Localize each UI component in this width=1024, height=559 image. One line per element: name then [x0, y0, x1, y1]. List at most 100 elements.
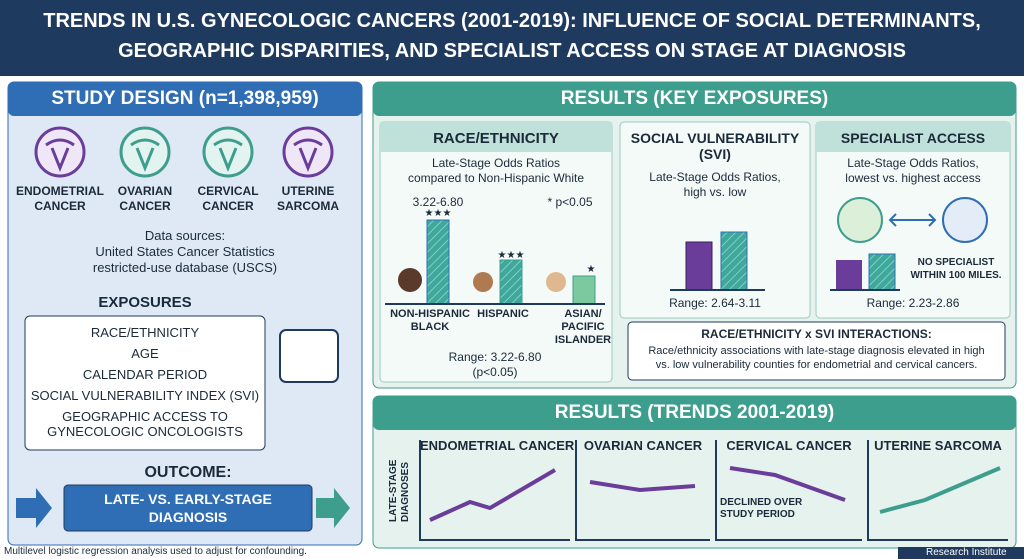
inter-text: Race/ethnicity associations with late-st…	[628, 344, 1005, 372]
race-head	[380, 122, 612, 152]
inter-box	[627, 321, 1006, 381]
trends-header	[373, 396, 1016, 430]
title-line: TRENDS IN U.S. GYNECOLOGIC CANCERS (2001…	[43, 10, 981, 32]
title-line: GEOGRAPHIC DISPARITIES, AND SPECIALIST A…	[118, 40, 906, 62]
data-sources: Data sources: United States Cancer Statis…	[8, 228, 362, 276]
text-line: (p<0.05)	[472, 365, 518, 379]
exposure: CALENDAR PERIOD	[82, 367, 208, 382]
panel-title: ENDOMETRIAL CANCER	[420, 438, 575, 453]
text-line: PACIFIC	[561, 321, 605, 333]
text-line: Range: 3.22-6.80	[448, 350, 542, 364]
svi-bars	[670, 231, 765, 291]
group-label: NON-HISPANIC BLACK	[390, 308, 470, 334]
text-line: United States Cancer Statistics	[95, 244, 275, 259]
text-line: lowest vs. highest access	[845, 171, 981, 185]
cancer-label: UTERINE SARCOMA	[258, 184, 358, 214]
text-line: ISLANDER	[554, 334, 612, 346]
text-line: LATE- VS. EARLY-STAGE	[104, 491, 272, 507]
panel-title: UTERINE SARCOMA	[874, 438, 1002, 453]
text-line: OVARIAN	[117, 184, 173, 198]
results-header	[373, 82, 1016, 116]
trend-annot: DECLINED OVER STUDY PERIOD	[720, 497, 820, 521]
svi-title: SOCIAL VULNERABILITY (SVI)	[620, 130, 810, 162]
cancer-label: OVARIAN CANCER	[95, 184, 195, 214]
svi-sub: Late-Stage Odds Ratios, high vs. low	[620, 170, 810, 200]
spec-head	[816, 122, 1010, 152]
text-line: DIAGNOSIS	[148, 509, 228, 525]
text-line: (SVI)	[699, 146, 731, 162]
text-line: ASIAN/	[564, 308, 602, 320]
outcome-title: OUTCOME:	[144, 464, 232, 481]
brand-bar	[898, 547, 1024, 559]
text-line: restricted-use database (USCS)	[92, 260, 278, 275]
svi-box	[619, 121, 811, 319]
text-line: LATE-STAGE	[388, 459, 399, 522]
text-line: Late-Stage Odds Ratios,	[847, 156, 979, 170]
p-note: * p<0.05	[547, 195, 593, 209]
exposures-box	[24, 315, 266, 451]
text-line: Race/ethnicity associations with late-st…	[648, 345, 985, 357]
text-line: ENDOMETRIAL	[16, 184, 104, 198]
header-bg	[0, 0, 1024, 76]
text-line: UTERINE	[281, 184, 335, 198]
text-line: high vs. low	[683, 185, 747, 199]
study-title: STUDY DESIGN (n=1,398,959)	[51, 88, 319, 109]
exposure: GYNECOLOGIC ONCOLOGISTS	[47, 424, 243, 439]
outcome-box	[63, 484, 313, 532]
arrow-left	[16, 488, 52, 528]
text-line: Data sources:	[144, 228, 226, 243]
cancer-label: CERVICAL CANCER	[178, 184, 278, 214]
text-line: Late-Stage Odds Ratios,	[649, 170, 781, 184]
group-label: HISPANIC	[463, 308, 543, 321]
results-title: RESULTS (KEY EXPOSURES)	[560, 88, 829, 109]
title: TRENDS IN U.S. GYNECOLOGIC CANCERS (2001…	[0, 6, 1024, 66]
text-line: HISPANIC	[477, 308, 529, 320]
spec-sub: Late-Stage Odds Ratios, lowest vs. highes…	[816, 156, 1010, 186]
text-line: vs. low vulnerability counties for endom…	[655, 359, 978, 371]
y-label: LATE-STAGE DIAGNOSES	[388, 459, 412, 522]
footer-note: Multilevel logistic regression analysis …	[4, 546, 307, 557]
text-line: DECLINED OVER	[720, 497, 803, 508]
arrow-right	[316, 488, 350, 528]
text-line: DIAGNOSES	[400, 461, 411, 522]
brand: Research Institute	[926, 547, 1007, 558]
text-line: Late-Stage Odds Ratios	[431, 156, 561, 170]
trends-title: RESULTS (TRENDS 2001-2019)	[554, 402, 835, 423]
exposures: RACE/ETHNICITY AGE CALENDAR PERIOD SOCIAL V…	[25, 322, 265, 442]
exposure: GEOGRAPHIC ACCESS TO	[62, 409, 228, 424]
stars: ★★★	[424, 208, 452, 219]
race-sub: Late-Stage Odds Ratios compared to Non-Hi…	[380, 156, 612, 186]
exposure: AGE	[131, 346, 159, 361]
text-line: STUDY PERIOD	[720, 509, 795, 520]
spec-range: Range: 2.23-2.86	[866, 296, 960, 310]
text-line: SARCOMA	[277, 199, 339, 213]
text-line: compared to Non-Hispanic White	[407, 171, 585, 185]
cancer-label: ENDOMETRIAL CANCER	[10, 184, 110, 214]
calendar-icon	[279, 329, 339, 383]
exposures-title: EXPOSURES	[98, 294, 192, 311]
text-line: CANCER	[119, 199, 171, 213]
race-range: Range: 3.22-6.80 (p<0.05)	[420, 350, 570, 380]
left-header	[8, 82, 362, 116]
outcome: LATE- VS. EARLY-STAGE DIAGNOSIS	[64, 490, 312, 526]
text-line: WITHIN 100 MILES.	[910, 270, 1002, 281]
panel-title: OVARIAN CANCER	[583, 438, 703, 453]
text-line: CERVICAL	[197, 184, 259, 198]
inter-title: RACE/ETHNICITY x SVI INTERACTIONS:	[701, 327, 932, 341]
top-label: 3.22-6.80	[412, 195, 464, 209]
text-line: CANCER	[34, 199, 86, 213]
stars: ★★★	[497, 250, 525, 261]
text-line: NON-HISPANIC	[390, 308, 470, 320]
stars: ★	[586, 264, 596, 275]
text-line: CANCER	[202, 199, 254, 213]
exposure: RACE/ETHNICITY	[90, 325, 200, 340]
text-line: SOCIAL VULNERABILITY	[630, 130, 800, 146]
group-label: ASIAN/PACIFIC ISLANDER	[543, 308, 623, 347]
race-title: RACE/ETHNICITY	[433, 130, 559, 147]
text-line: BLACK	[410, 321, 450, 333]
race-bars	[385, 219, 605, 305]
text-line: NO SPECIALIST	[917, 257, 995, 268]
trend-charts	[419, 440, 1008, 541]
